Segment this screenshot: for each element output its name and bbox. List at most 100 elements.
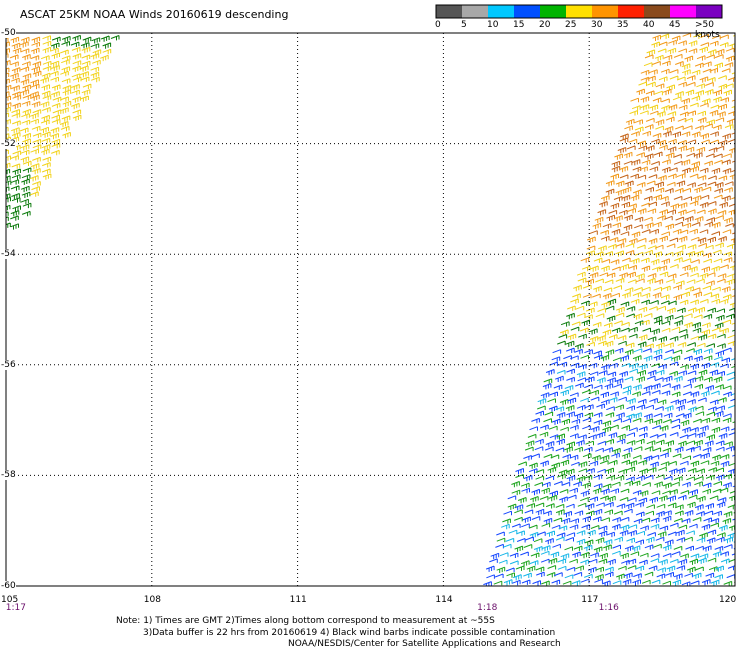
wind-barb xyxy=(696,468,705,474)
wind-barb xyxy=(716,405,725,411)
wind-barb xyxy=(670,399,680,405)
wind-barb xyxy=(32,181,41,187)
wind-barb xyxy=(727,273,736,279)
wind-barb xyxy=(593,354,603,360)
wind-barb xyxy=(529,462,538,469)
wind-barb xyxy=(645,404,654,410)
wind-barb xyxy=(656,111,666,118)
wind-barb xyxy=(566,376,575,383)
wind-barb xyxy=(20,185,30,193)
wind-barb xyxy=(671,384,681,391)
wind-barb xyxy=(526,565,536,572)
wind-barb xyxy=(671,481,680,487)
wind-barb xyxy=(662,544,672,551)
wind-barb xyxy=(722,518,732,525)
wind-barb xyxy=(716,278,726,284)
wind-barb xyxy=(606,531,615,538)
wind-barb xyxy=(584,404,594,410)
wind-barb xyxy=(611,292,620,298)
wind-barb xyxy=(645,186,654,193)
wind-barb xyxy=(651,161,660,166)
wind-barb xyxy=(567,397,577,404)
wind-barb xyxy=(703,292,713,297)
wind-barb xyxy=(598,530,608,537)
wind-barb xyxy=(676,404,685,412)
wind-barb xyxy=(590,525,600,530)
wind-barb xyxy=(660,195,669,202)
wind-barb xyxy=(72,76,82,83)
wind-barb xyxy=(21,210,31,217)
wind-barb xyxy=(664,314,674,322)
wind-barb xyxy=(642,482,651,487)
wind-barb xyxy=(531,417,540,424)
wind-barb xyxy=(682,258,692,263)
wind-barb xyxy=(699,532,708,539)
wind-barb xyxy=(647,467,657,473)
wind-barb xyxy=(620,488,630,493)
wind-barb xyxy=(676,76,686,81)
wind-barb xyxy=(619,371,628,378)
wind-barb xyxy=(599,201,608,208)
wind-barb xyxy=(659,144,668,151)
wind-barb xyxy=(22,132,31,140)
wind-barb xyxy=(715,446,725,452)
wind-barb xyxy=(634,287,643,292)
wind-barb xyxy=(620,301,630,307)
wind-barb xyxy=(594,216,604,224)
wind-barb xyxy=(548,494,558,502)
wind-barb xyxy=(721,286,731,293)
wind-barb xyxy=(661,60,671,66)
wind-barb xyxy=(668,104,678,111)
wind-barb xyxy=(50,127,60,134)
wind-barb xyxy=(607,298,617,305)
wind-barb xyxy=(696,342,706,348)
wind-barb xyxy=(624,376,634,381)
wind-barb xyxy=(535,410,544,416)
wind-barb xyxy=(575,439,585,447)
wind-barb xyxy=(714,159,723,165)
wind-barb xyxy=(615,189,625,196)
wind-barb xyxy=(561,418,570,425)
wind-barb xyxy=(647,81,656,87)
wind-barb xyxy=(695,545,704,551)
wind-barb xyxy=(663,475,673,481)
wind-barb xyxy=(608,432,618,439)
wind-barb xyxy=(645,536,655,543)
wind-barb xyxy=(496,531,505,536)
wind-barb xyxy=(650,517,660,523)
wind-barb xyxy=(657,305,666,311)
wind-barb xyxy=(588,558,598,564)
wind-barb xyxy=(494,573,504,578)
wind-barb xyxy=(566,532,576,537)
wind-barb xyxy=(649,69,658,75)
wind-barb xyxy=(613,285,622,290)
wind-barb xyxy=(601,580,611,587)
wind-barb xyxy=(565,405,575,412)
wind-barb xyxy=(572,293,581,299)
legend-swatch-2 xyxy=(488,5,514,18)
wind-barb xyxy=(662,482,672,489)
wind-barb xyxy=(655,181,664,188)
wind-barb xyxy=(707,307,716,313)
wind-barb xyxy=(658,76,668,82)
wind-barb xyxy=(585,510,595,516)
wind-barb xyxy=(667,209,676,215)
wind-barb xyxy=(509,552,519,558)
wind-barb xyxy=(71,46,81,53)
wind-barb xyxy=(696,431,706,438)
wind-barb xyxy=(600,391,609,398)
wind-barb xyxy=(514,545,524,552)
wind-barb xyxy=(694,383,703,390)
wind-barb xyxy=(718,75,727,80)
wind-barb xyxy=(714,410,724,418)
wind-barb xyxy=(589,230,598,235)
wind-barb xyxy=(625,118,635,126)
wind-barb xyxy=(617,565,627,571)
wind-barb xyxy=(611,452,620,459)
wind-barb xyxy=(50,42,60,49)
wind-barb xyxy=(611,228,621,236)
wind-barb xyxy=(90,71,100,79)
wind-barb xyxy=(535,469,545,474)
wind-barb xyxy=(516,538,526,543)
wind-barb xyxy=(723,89,732,96)
